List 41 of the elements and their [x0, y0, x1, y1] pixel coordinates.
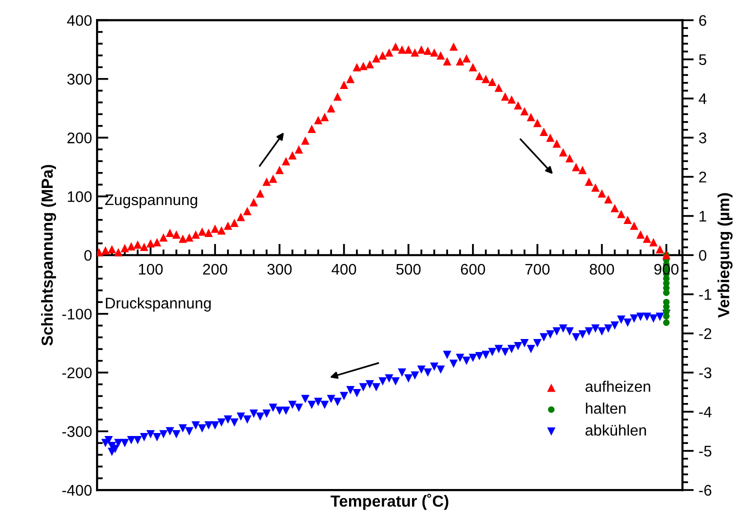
- y2-tick-label: -4: [699, 406, 712, 418]
- y2-tick-label: -6: [699, 484, 712, 496]
- y-axis-title: Schichtspannung (MPa): [41, 164, 56, 346]
- x-tick-label: 700: [525, 264, 550, 275]
- x-tick-label: 300: [267, 264, 292, 275]
- y2-tick-label: 2: [699, 172, 706, 182]
- y-tick-label: -200: [62, 367, 92, 378]
- x-tick-label: 600: [460, 264, 486, 275]
- legend-label: aufheizen: [586, 380, 650, 392]
- y2-tick-label: 4: [698, 94, 706, 104]
- y2-tick-label: -3: [699, 367, 712, 378]
- y-tick-label: -400: [62, 484, 92, 496]
- x-axis-title: Temperatur (˚C): [330, 494, 448, 510]
- y2-tick-label: 1: [700, 210, 706, 222]
- y-tick-label: -300: [62, 426, 92, 437]
- y2-axis-title: Verbiegung (µm): [718, 193, 733, 318]
- y2-tick-label: 0: [699, 250, 706, 261]
- legend-label: abkühlen: [586, 424, 646, 436]
- x-tick-label: 200: [203, 264, 228, 275]
- x-tick-label: 500: [396, 264, 421, 275]
- x-tick-label: 100: [139, 264, 163, 275]
- y-tick-label: 100: [68, 191, 92, 202]
- y2-tick-label: -1: [699, 289, 712, 300]
- point: [663, 319, 670, 326]
- legend-label: halten: [586, 402, 626, 414]
- x-tick-label: 800: [590, 264, 614, 275]
- y-tick-label: 400: [67, 15, 92, 26]
- annotation: Zugspannung: [105, 194, 198, 208]
- x-tick-label: 400: [332, 264, 356, 275]
- y2-tick-label: 3: [699, 132, 706, 144]
- point: [663, 289, 670, 296]
- y-tick-label: 0: [84, 250, 92, 261]
- y-tick-label: 300: [67, 74, 92, 85]
- y2-tick-label: -2: [699, 328, 712, 339]
- y2-tick-label: -5: [699, 446, 712, 457]
- y2-tick-label: 5: [699, 54, 706, 66]
- point: [663, 312, 670, 320]
- y-tick-label: -100: [62, 308, 92, 320]
- y2-tick-label: 6: [699, 15, 706, 26]
- y-tick-label: 200: [67, 132, 92, 144]
- annotation: Druckspannung: [106, 297, 211, 312]
